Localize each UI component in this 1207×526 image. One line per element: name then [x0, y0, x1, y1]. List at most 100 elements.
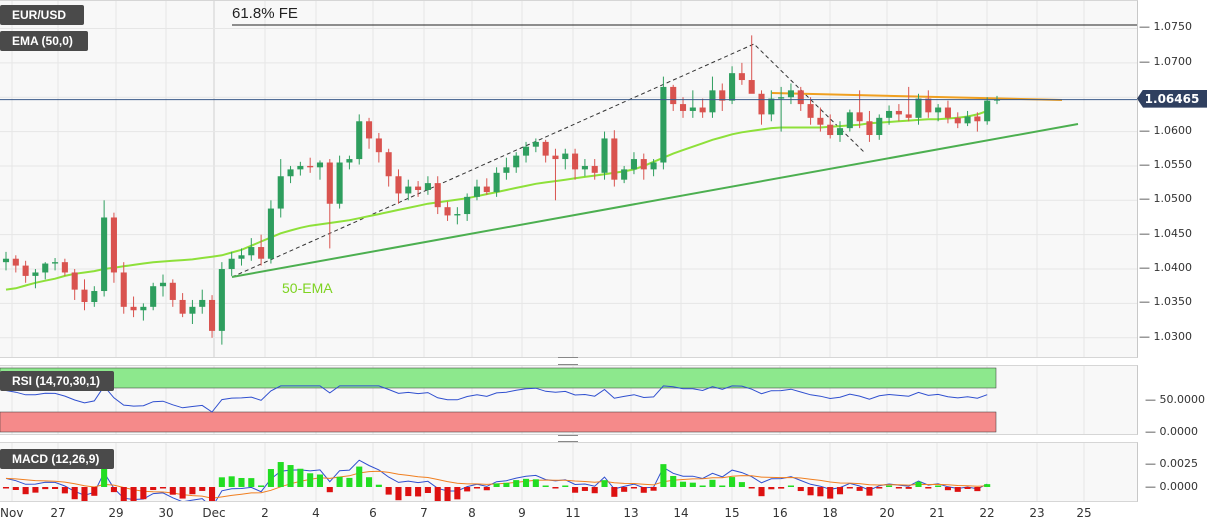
price-panel[interactable] — [0, 0, 1138, 358]
macd-scale[interactable]: — 0.0025 — 0.0000 — [1137, 442, 1207, 500]
candle — [532, 141, 539, 147]
rsi-chart[interactable] — [0, 366, 1137, 434]
candle — [552, 155, 559, 160]
macd-histogram-bar — [915, 481, 922, 487]
candle — [935, 107, 942, 113]
time-tick-label: 23 — [1029, 506, 1045, 520]
candle — [101, 217, 108, 292]
candle — [81, 289, 88, 303]
macd-histogram-bar — [542, 485, 549, 487]
candle — [886, 110, 893, 118]
macd-histogram-bar — [797, 487, 804, 492]
macd-histogram-bar — [984, 484, 991, 487]
price-chart[interactable] — [0, 1, 1137, 357]
ema-annotation: 50-EMA — [282, 280, 333, 296]
candle — [110, 217, 117, 273]
candle — [2, 258, 10, 263]
macd-histogram-bar — [267, 469, 274, 487]
macd-chart[interactable] — [0, 443, 1137, 501]
macd-indicator-label[interactable]: MACD (12,26,9) — [0, 449, 114, 469]
macd-histogram-bar — [886, 485, 893, 487]
macd-histogram-bar — [375, 484, 382, 487]
time-tick-label: 13 — [623, 506, 639, 520]
candle — [258, 247, 265, 259]
candle — [660, 86, 667, 163]
symbol-label[interactable]: EUR/USD — [0, 5, 84, 25]
candle — [454, 214, 461, 216]
candle — [925, 98, 932, 113]
macd-histogram-bar — [454, 487, 461, 500]
candle — [120, 272, 127, 307]
candle — [974, 116, 981, 122]
macd-histogram-bar — [925, 487, 932, 489]
macd-histogram-bar — [336, 476, 343, 487]
macd-histogram-bar — [817, 487, 824, 497]
candle — [209, 299, 216, 331]
macd-histogram-bar — [316, 474, 324, 487]
time-axis[interactable]: Nov 27 29 30 Dec 2 4 6 7 8 9 11 13 14 15 16 18 20 21 22 23 25 — [0, 502, 1137, 526]
macd-panel[interactable] — [0, 442, 1138, 502]
macd-histogram-bar — [758, 487, 765, 497]
candle — [346, 159, 353, 163]
candle — [385, 152, 392, 177]
candle — [71, 272, 78, 290]
time-tick-label: Nov — [0, 506, 24, 520]
rsi-tick-0: — 0.0000 — [1145, 425, 1198, 438]
macd-line — [5, 459, 988, 501]
candle — [670, 86, 677, 105]
macd-tick-0: — 0.0000 — [1145, 480, 1198, 493]
rsi-oversold-zone — [0, 411, 997, 433]
symbol-text: EUR/USD — [12, 8, 67, 22]
macd-histogram-bar — [346, 477, 353, 487]
rsi-indicator-label[interactable]: RSI (14,70,30,1) — [0, 371, 114, 391]
macd-histogram-bar — [572, 487, 579, 493]
price-tick-label: — 1.0600 — [1139, 123, 1192, 137]
macd-histogram-bar — [836, 487, 844, 495]
candle — [513, 155, 520, 168]
macd-histogram-bar — [640, 487, 647, 493]
candle — [797, 90, 804, 105]
price-scale[interactable]: — 1.0750— 1.0700— 1.0650— 1.0600— 1.0550… — [1137, 0, 1207, 356]
ema-indicator-label[interactable]: EMA (50,0) — [0, 31, 88, 51]
rsi-panel[interactable] — [0, 365, 1138, 435]
macd-histogram-bar — [483, 487, 490, 491]
macd-histogram-bar — [91, 487, 98, 496]
candle — [601, 138, 608, 173]
candle — [768, 98, 775, 115]
candle — [473, 186, 481, 197]
candle — [630, 159, 638, 170]
candle — [836, 128, 844, 136]
macd-histogram-bar — [689, 482, 696, 487]
macd-histogram-bar — [473, 487, 481, 489]
macd-histogram-bar — [2, 487, 10, 489]
macd-histogram-bar — [719, 485, 726, 487]
macd-histogram-bar — [277, 462, 284, 487]
time-tick-label: 9 — [518, 506, 526, 520]
candle — [915, 98, 922, 118]
candle — [689, 107, 696, 111]
macd-histogram-bar — [356, 466, 363, 487]
rsi-scale[interactable]: — 50.0000 — 0.0000 — [1137, 365, 1207, 438]
macd-histogram-bar — [81, 487, 88, 501]
candle — [42, 263, 49, 273]
time-tick-label: 30 — [158, 506, 174, 520]
pane-splitter-2[interactable] — [558, 435, 578, 442]
macd-histogram-bar — [415, 487, 422, 497]
macd-histogram-bar — [218, 477, 225, 487]
price-tick-label: — 1.0450 — [1139, 226, 1192, 240]
macd-histogram-bar — [385, 487, 392, 495]
candle — [483, 186, 490, 193]
macd-indicator-text: MACD (12,26,9) — [12, 452, 100, 466]
rsi-overbought-zone — [0, 367, 997, 389]
candle — [876, 117, 883, 136]
candle — [984, 100, 991, 122]
macd-histogram-bar — [895, 487, 902, 489]
candle — [503, 167, 510, 173]
time-tick-label: 11 — [565, 506, 581, 520]
candle — [336, 162, 343, 204]
macd-histogram-bar — [130, 487, 137, 501]
pane-splitter-1[interactable] — [558, 357, 578, 365]
candle — [640, 159, 647, 170]
macd-histogram-bar — [601, 480, 608, 487]
macd-histogram-bar — [464, 487, 471, 492]
